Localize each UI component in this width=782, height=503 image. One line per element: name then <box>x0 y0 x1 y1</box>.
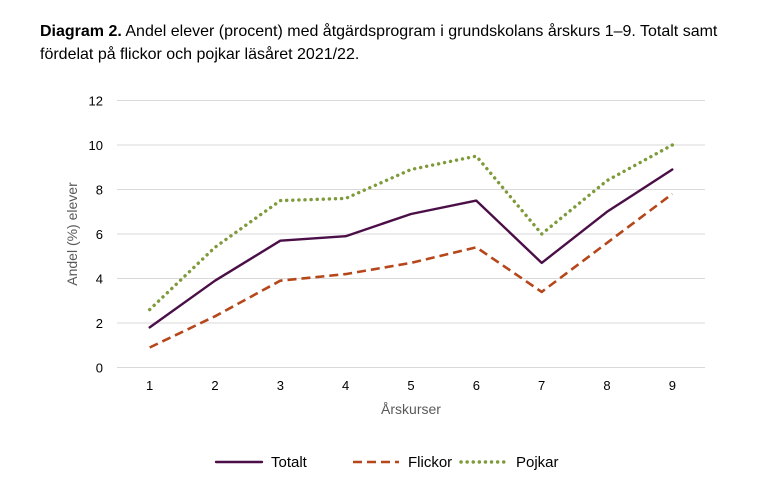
x-tick-label: 7 <box>538 378 545 393</box>
x-tick-label: 6 <box>473 378 480 393</box>
legend-item-pojkar: Pojkar <box>459 454 559 471</box>
x-tick-label: 3 <box>277 378 284 393</box>
legend-label: Pojkar <box>516 454 559 471</box>
x-axis-title: Årskurser <box>381 401 441 417</box>
y-tick-label: 12 <box>89 94 103 109</box>
y-axis-title: Andel (%) elever <box>64 182 80 286</box>
gridlines <box>117 100 705 324</box>
legend-label: Totalt <box>271 454 308 471</box>
x-tick-label: 2 <box>211 378 218 393</box>
x-axis-ticks: 1 2 3 4 5 6 7 8 9 <box>146 378 676 393</box>
y-axis-ticks: 0 2 4 6 8 10 12 <box>89 94 103 376</box>
legend-label: Flickor <box>408 454 452 471</box>
legend-item-totalt: Totalt <box>214 454 308 471</box>
chart-title-text: Andel elever (procent) med åtgärdsprogra… <box>40 23 718 63</box>
y-tick-label: 2 <box>96 316 103 331</box>
x-tick-label: 8 <box>603 378 610 393</box>
legend-item-flickor: Flickor <box>353 454 452 471</box>
series-lines <box>147 143 674 349</box>
y-tick-label: 0 <box>96 361 103 376</box>
chart-title: Diagram 2. Andel elever (procent) med åt… <box>40 20 760 66</box>
chart-title-label: Diagram 2. <box>40 23 122 40</box>
x-tick-label: 5 <box>407 378 414 393</box>
y-tick-label: 4 <box>96 272 103 287</box>
y-tick-label: 6 <box>96 227 103 242</box>
legend: Totalt Flickor Pojkar <box>214 454 559 471</box>
y-tick-label: 8 <box>96 183 103 198</box>
series-line-pojkar <box>147 143 674 312</box>
series-line-totalt <box>148 168 674 329</box>
x-tick-label: 9 <box>669 378 676 393</box>
x-tick-label: 4 <box>342 378 349 393</box>
y-tick-label: 10 <box>89 138 103 153</box>
series-line-flickor <box>149 192 674 349</box>
x-tick-label: 1 <box>146 378 153 393</box>
